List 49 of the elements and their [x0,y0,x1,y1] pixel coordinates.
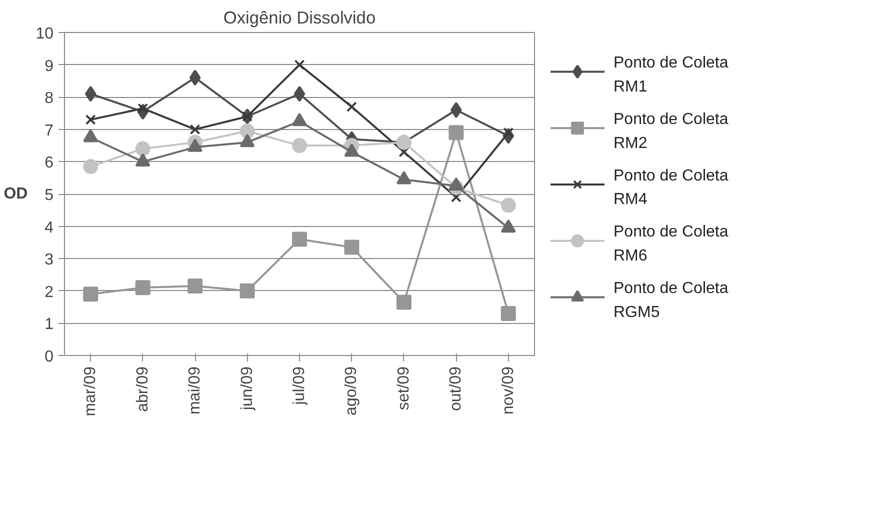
point [190,124,200,135]
y-tick-label: 6 [44,154,54,172]
y-tick-label: 7 [44,122,54,140]
point [346,102,357,112]
y-axis-title: OD [4,186,28,202]
legend-label: Ponto de Coleta RM4 [614,167,728,208]
x-tick-label: mai/09 [186,366,204,415]
point [500,198,516,213]
legend-label: Ponto de Coleta RM1 [614,54,728,96]
x-tick-label: mar/09 [82,366,100,416]
y-tick-label: 1 [44,316,54,334]
point [396,294,412,310]
x-tick-label: jul/09 [291,366,308,406]
point [83,159,98,174]
point [83,286,98,302]
x-tick-label: set/09 [395,366,412,410]
y-tick-label: 2 [44,284,54,301]
legend-label: Ponto de Coleta RGM5 [614,280,728,321]
x-tick-label: nov/09 [500,366,517,415]
point [135,141,150,156]
point [240,283,255,298]
point [500,306,516,322]
legend-label: Ponto de Coleta RM6 [614,224,728,265]
y-tick-label: 4 [44,219,54,236]
y-tick-label: 9 [44,58,54,75]
y-tick-label: 0 [44,348,54,366]
point [84,86,96,102]
point [398,146,410,158]
point [294,86,306,102]
point [344,240,360,255]
chart-title: Oxigênio Dissolvido [223,8,376,28]
point [292,138,307,154]
y-tick-label: 5 [44,187,54,204]
x-tick-label: abr/09 [134,366,152,412]
point [294,60,305,70]
point [85,114,96,125]
point [188,278,203,294]
point [240,124,255,138]
x-tick-label: ago/09 [343,366,360,416]
y-tick-label: 3 [44,252,54,269]
point [292,232,307,247]
legend-label: Ponto de Coleta RM2 [614,110,728,152]
point [189,70,201,86]
y-tick-label: 8 [44,90,54,108]
x-tick-label: out/09 [448,366,465,411]
y-tick-label: 10 [36,26,54,42]
x-tick-label: jun/09 [238,366,256,412]
point [448,125,464,140]
point [135,280,150,296]
